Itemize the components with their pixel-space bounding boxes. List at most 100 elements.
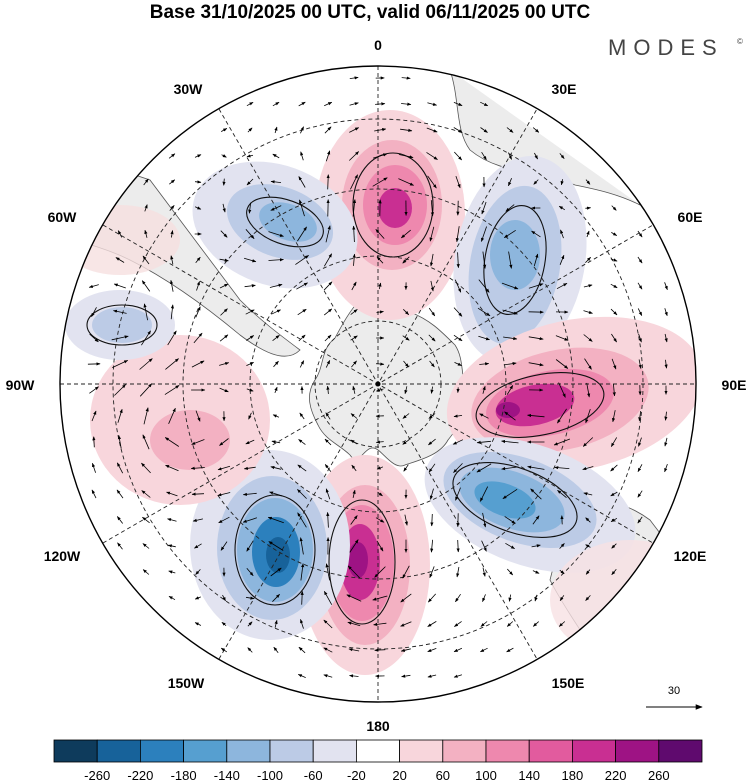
wind-vector (141, 330, 151, 346)
wind-vector (527, 413, 545, 418)
wind-vector (297, 308, 307, 316)
wind-vector (142, 543, 150, 549)
wind-vector (426, 127, 438, 133)
wind-vector (296, 282, 308, 290)
wind-vector (557, 408, 567, 424)
wind-vector (194, 206, 202, 210)
colorbar-tick-label: 20 (392, 768, 406, 783)
wind-vector (298, 334, 306, 342)
wind-vector (351, 281, 357, 291)
wind-vector (194, 543, 202, 549)
wind-vector (349, 151, 359, 161)
wind-vector (142, 569, 150, 575)
wind-vector (196, 281, 200, 291)
colorbar-tick-label: 100 (475, 768, 497, 783)
wind-vector (430, 513, 434, 527)
wind-vector (664, 359, 668, 369)
colorbar-swatch (658, 739, 703, 763)
wind-vector (555, 335, 569, 341)
wind-vector (190, 466, 205, 470)
wind-vector (219, 387, 229, 393)
colorbar-swatch (269, 739, 314, 763)
wind-vector (400, 593, 412, 603)
wind-vector (638, 411, 642, 422)
wind-vector (372, 595, 388, 601)
wind-vector (324, 438, 332, 446)
wind-vector (610, 437, 618, 447)
wind-vector (217, 492, 231, 497)
wind-vector (610, 258, 618, 262)
wind-vector (508, 152, 512, 160)
wind-vector (376, 540, 384, 552)
wind-vector (91, 410, 97, 422)
wind-vector (375, 102, 386, 106)
wind-vector (117, 230, 123, 238)
wind-vector (221, 128, 228, 132)
wind-vector (373, 622, 387, 626)
wind-vector (398, 154, 414, 159)
wind-vector (245, 309, 255, 315)
wind-vector (402, 565, 410, 579)
wind-vector (430, 539, 434, 553)
wind-vector (350, 174, 358, 190)
colorbar-tick-label: -20 (347, 768, 366, 783)
wind-vector (664, 333, 668, 343)
wind-vector (142, 516, 150, 524)
wind-vector (299, 412, 305, 420)
wind-vector (664, 463, 668, 473)
wind-vector (349, 674, 359, 678)
wind-vector (534, 152, 538, 160)
wind-vector (560, 179, 564, 186)
wind-vector (583, 310, 593, 314)
wind-vector (300, 563, 305, 581)
wind-vector (454, 621, 462, 627)
wind-vector (528, 336, 544, 341)
wind-vector (528, 283, 544, 289)
wind-vector (300, 590, 304, 605)
wind-vector (559, 543, 565, 549)
wind-vector (558, 205, 566, 211)
wind-vector (637, 308, 643, 316)
wind-vector (378, 282, 382, 290)
wind-vector (170, 304, 174, 320)
wind-vector (139, 383, 153, 397)
wind-vector (506, 647, 514, 653)
colorbar-tick-label: 140 (518, 768, 540, 783)
wind-vector (560, 229, 564, 239)
wind-vector (299, 360, 305, 368)
wind-vector (325, 563, 330, 581)
wind-vector (531, 230, 541, 238)
wind-vector (168, 595, 176, 601)
wind-vector (350, 515, 358, 525)
wind-vector (482, 594, 486, 602)
wind-vector (638, 437, 642, 447)
wind-vector (480, 647, 488, 653)
wind-vector (453, 463, 463, 473)
wind-vector (453, 102, 463, 106)
lon-label-30e: 30E (552, 81, 577, 97)
wind-vector (195, 256, 201, 264)
wind-vector (453, 647, 463, 653)
wind-vector (195, 306, 201, 318)
wind-vector (503, 229, 516, 239)
wind-vector (455, 593, 461, 603)
wind-vector (427, 648, 437, 652)
wind-vector (611, 232, 618, 236)
wind-vector (454, 279, 462, 293)
wind-vector (401, 76, 411, 80)
lon-label-60w: 60W (48, 209, 78, 225)
wind-vector (503, 336, 518, 341)
colorbar-tick-label: -260 (84, 768, 110, 783)
wind-vector (246, 362, 254, 366)
wind-vector (508, 594, 512, 602)
wind-vector (376, 466, 384, 470)
wind-vector (375, 440, 384, 444)
wind-vector (220, 647, 228, 653)
wind-vector (326, 174, 330, 190)
wind-vector (559, 254, 565, 265)
anomaly-pos-tasman-peak (348, 542, 368, 578)
wind-vector (611, 358, 617, 370)
colorbar-swatch (615, 739, 660, 763)
brand-mark: © (737, 37, 743, 46)
wind-vector (141, 280, 151, 292)
